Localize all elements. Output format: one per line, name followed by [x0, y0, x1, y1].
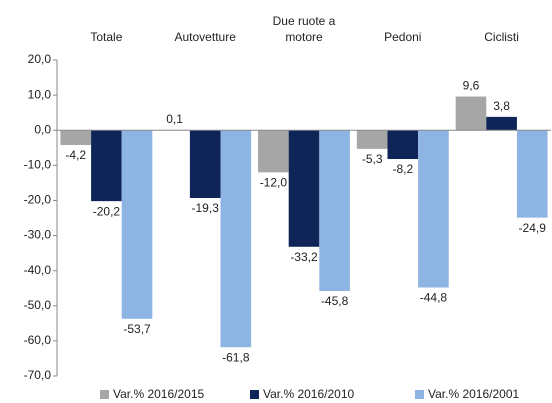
y-tick-label: -70,0: [24, 368, 52, 382]
value-label: 9,6: [463, 79, 480, 93]
category-label: Totale: [90, 30, 122, 44]
bar: [91, 130, 122, 202]
y-tick-label: -50,0: [24, 298, 52, 312]
value-label: -61,8: [222, 350, 250, 364]
bar: [418, 130, 449, 288]
bar: [60, 130, 92, 145]
legend-swatch: [250, 390, 259, 399]
value-label: -44,8: [420, 291, 448, 305]
bar: [455, 96, 487, 131]
y-tick-label: 10,0: [28, 87, 52, 101]
y-tick-label: 0,0: [34, 122, 51, 136]
value-label: 3,8: [493, 99, 510, 113]
bar: [189, 130, 221, 198]
value-label: -12,0: [260, 176, 288, 190]
y-tick-label: -30,0: [24, 228, 52, 242]
y-tick-label: -10,0: [24, 158, 52, 172]
y-tick-label: 20,0: [28, 52, 52, 66]
bar: [288, 130, 320, 247]
bar: [356, 130, 388, 149]
y-tick-label: -60,0: [24, 333, 52, 347]
value-label: -53,7: [123, 322, 151, 336]
legend-label: Var.% 2016/2010: [263, 387, 355, 401]
category-label: Autovetture: [175, 30, 237, 44]
category-label: Ciclisti: [484, 30, 519, 44]
bar: [387, 130, 419, 160]
bar: [319, 130, 350, 292]
value-label: -33,2: [290, 250, 318, 264]
legend-swatch: [415, 390, 424, 399]
bar: [121, 130, 153, 319]
category-label: Due ruote a motore: [273, 14, 336, 44]
legend-label: Var.% 2016/2015: [113, 387, 205, 401]
category-label: Pedoni: [384, 30, 421, 44]
value-label: 0,1: [166, 112, 183, 126]
legend-swatch: [100, 390, 109, 399]
value-label: -24,9: [519, 221, 547, 235]
y-tick-label: -40,0: [24, 263, 52, 277]
bar: [220, 130, 252, 348]
bar: [516, 130, 548, 218]
value-label: -4,2: [65, 148, 86, 162]
y-tick-label: -20,0: [24, 193, 52, 207]
value-label: -45,8: [321, 294, 349, 308]
value-label: -5,3: [362, 152, 383, 166]
value-label: -8,2: [392, 162, 413, 176]
value-label: -19,3: [192, 201, 220, 215]
legend-label: Var.% 2016/2001: [428, 387, 520, 401]
value-label: -20,2: [93, 204, 121, 218]
bar: [258, 130, 289, 173]
bar: [486, 116, 517, 131]
